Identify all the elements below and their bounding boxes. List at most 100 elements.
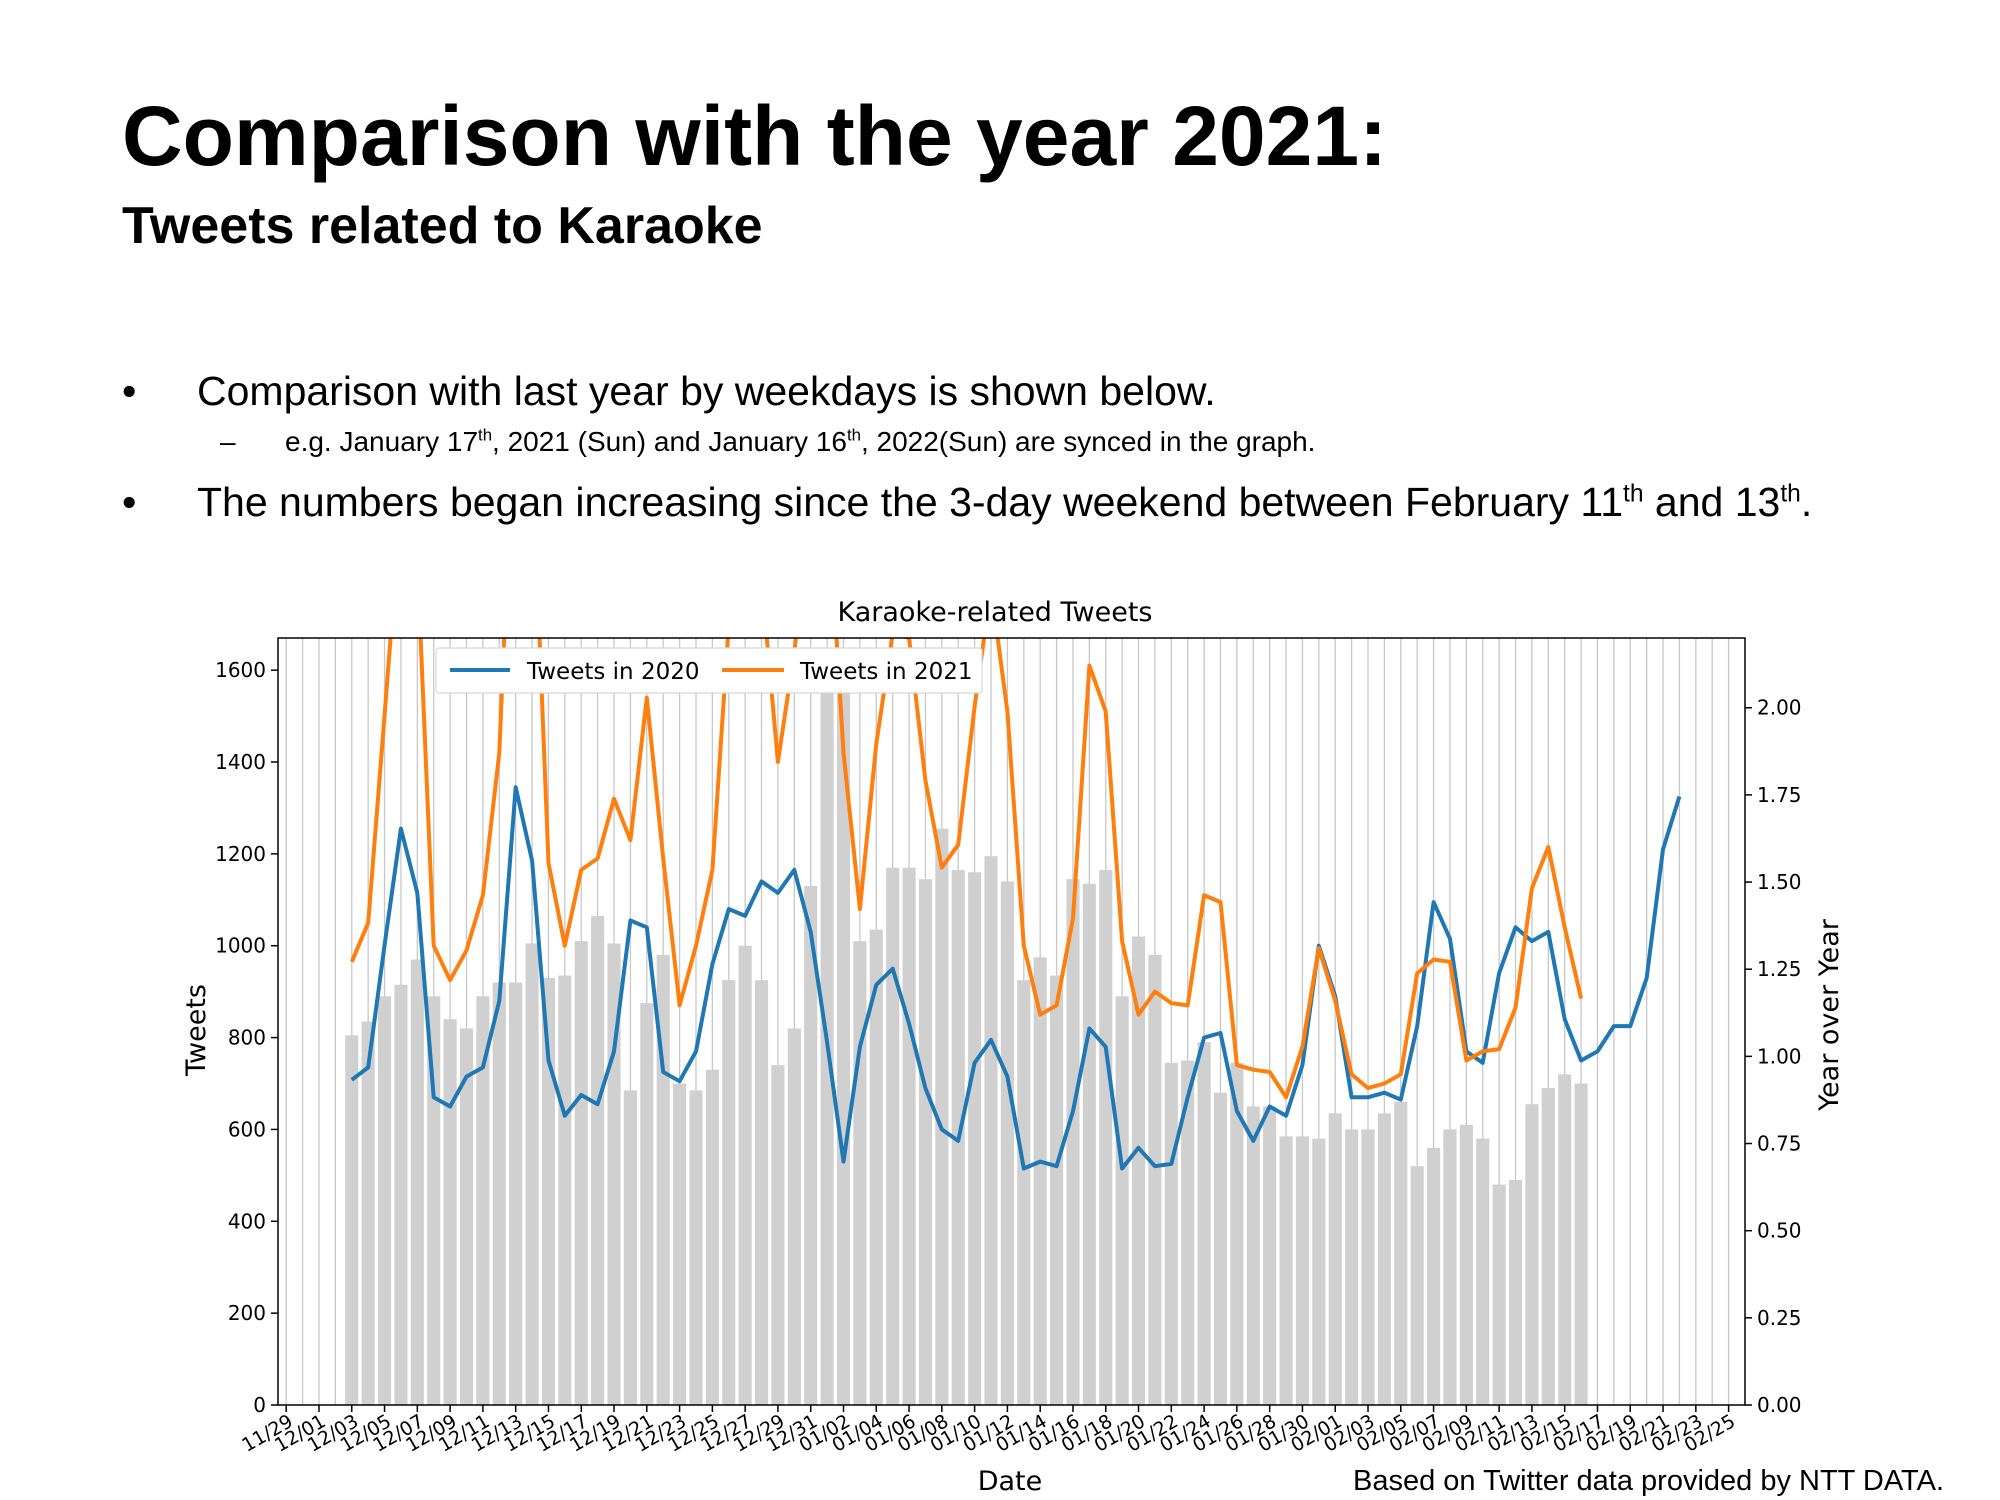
legend-label-2021: Tweets in 2021 bbox=[799, 659, 972, 685]
yoy-bar bbox=[804, 886, 818, 1405]
bullet-2-text-2: and 13 bbox=[1643, 479, 1781, 525]
yoy-bar bbox=[1246, 1106, 1260, 1405]
yoy-bar bbox=[459, 1028, 474, 1405]
yoy-bar bbox=[394, 984, 408, 1405]
yoy-bar bbox=[771, 1065, 785, 1405]
yoy-bar bbox=[1328, 1113, 1342, 1405]
y-tick-label: 1400 bbox=[215, 750, 266, 774]
yoy-bar bbox=[673, 1083, 687, 1405]
page-title: Comparison with the year 2021: bbox=[122, 89, 1388, 183]
yoy-bar bbox=[443, 1019, 457, 1405]
yoy-bar bbox=[1312, 1138, 1326, 1405]
yoy-bar bbox=[509, 982, 523, 1405]
page-subtitle: Tweets related to Karaoke bbox=[122, 197, 763, 255]
yoy-bar bbox=[377, 996, 392, 1405]
y2-tick-label: 1.75 bbox=[1757, 783, 1802, 807]
yoy-bar bbox=[722, 980, 736, 1405]
yoy-bar bbox=[1377, 1113, 1391, 1405]
yoy-bar bbox=[754, 980, 769, 1405]
sub-bullet-part-1: e.g. January 17 bbox=[285, 426, 479, 457]
left-y-axis: 0 200 400 600 800 1000 1200 1400 1600 bbox=[215, 658, 278, 1417]
yoy-bar bbox=[1115, 996, 1129, 1405]
yoy-bar bbox=[705, 1069, 719, 1405]
y-tick-label: 1600 bbox=[215, 658, 266, 682]
yoy-bar bbox=[591, 915, 605, 1405]
yoy-bar bbox=[1066, 879, 1080, 1405]
yoy-bar bbox=[1181, 1060, 1195, 1405]
y-tick-label: 800 bbox=[228, 1026, 266, 1050]
yoy-bar bbox=[935, 828, 949, 1405]
y2-tick-label: 0.50 bbox=[1757, 1219, 1802, 1243]
yoy-bar bbox=[1295, 1136, 1309, 1405]
yoy-bar bbox=[476, 996, 490, 1405]
y-tick-label: 1000 bbox=[215, 934, 266, 958]
yoy-bar bbox=[1459, 1124, 1473, 1405]
yoy-bar bbox=[361, 1021, 375, 1405]
y-tick-label: 600 bbox=[228, 1117, 266, 1141]
series-line-2021 bbox=[349, 638, 1584, 1100]
bullet-2-sup-1: th bbox=[1623, 480, 1644, 508]
yoy-bar bbox=[1263, 1106, 1277, 1405]
right-y-axis: 0.00 0.25 0.50 0.75 1.00 1.25 1.50 1.75 2.00 bbox=[1745, 696, 1802, 1417]
bullet-dot: • bbox=[122, 479, 137, 525]
yoy-bar bbox=[984, 856, 998, 1405]
y-axis-label: Tweets bbox=[181, 984, 212, 1077]
yoy-bar bbox=[492, 982, 506, 1405]
bullet-dot: • bbox=[122, 368, 137, 414]
y-tick-label: 200 bbox=[228, 1301, 266, 1325]
chart-title: Karaoke-related Tweets bbox=[837, 597, 1152, 628]
yoy-bar bbox=[1345, 1129, 1359, 1405]
yoy-bar bbox=[1131, 936, 1146, 1405]
yoy-bar bbox=[1230, 1062, 1244, 1405]
yoy-bar bbox=[558, 975, 572, 1405]
yoy-bar bbox=[1476, 1138, 1490, 1405]
y2-tick-label: 0.00 bbox=[1757, 1393, 1802, 1417]
yoy-bar bbox=[1164, 1062, 1178, 1405]
yoy-bar bbox=[1099, 869, 1113, 1405]
bullet-2-text-3: . bbox=[1800, 479, 1813, 525]
yoy-bar bbox=[1394, 1101, 1408, 1405]
yoy-bar bbox=[1197, 1042, 1211, 1405]
yoy-bar bbox=[1508, 1179, 1523, 1405]
legend-box bbox=[435, 647, 983, 694]
source-footnote: Based on Twitter data provided by NTT DA… bbox=[1353, 1465, 1945, 1497]
sub-bullet-sup-1: th bbox=[478, 425, 493, 445]
yoy-bar bbox=[656, 954, 670, 1405]
plot-frame bbox=[277, 637, 1746, 1406]
y2-axis-label: Year over Year bbox=[1814, 918, 1845, 1112]
yoy-bar bbox=[1017, 980, 1031, 1405]
yoy-bar bbox=[345, 1035, 359, 1405]
legend-label-2020: Tweets in 2020 bbox=[526, 659, 699, 685]
x-axis-label: Date bbox=[978, 1466, 1043, 1497]
yoy-bar bbox=[574, 941, 588, 1405]
yoy-bar bbox=[623, 1090, 637, 1405]
bullet-1-text: Comparison with last year by weekdays is… bbox=[197, 368, 1216, 414]
yoy-bar bbox=[1410, 1166, 1424, 1405]
yoy-bar bbox=[410, 959, 424, 1405]
bullet-2-sup-2: th bbox=[1780, 480, 1801, 508]
dash-marker: – bbox=[220, 426, 236, 457]
yoy-bar bbox=[1541, 1088, 1555, 1405]
y2-tick-label: 1.00 bbox=[1757, 1044, 1802, 1068]
y-tick-label: 0 bbox=[253, 1393, 266, 1417]
bullet-2-text-1: The numbers began increasing since the 3… bbox=[197, 479, 1623, 525]
yoy-bar bbox=[918, 879, 933, 1405]
yoy-bar bbox=[1082, 883, 1096, 1405]
y-tick-label: 1200 bbox=[215, 842, 266, 866]
legend: Tweets in 2020 Tweets in 2021 bbox=[435, 647, 983, 694]
yoy-bar bbox=[1574, 1083, 1588, 1405]
series-lines bbox=[349, 638, 1682, 1171]
yoy-bar bbox=[689, 1090, 703, 1405]
bullet-2: • The numbers began increasing since the… bbox=[122, 476, 1862, 529]
series-line-2020 bbox=[350, 785, 1682, 1171]
sub-bullet-part-2: , 2021 (Sun) and January 16 bbox=[492, 426, 847, 457]
yoy-bar bbox=[968, 872, 982, 1405]
sub-bullet: – e.g. January 17th, 2021 (Sun) and Janu… bbox=[220, 426, 1315, 458]
sub-bullet-sup-2: th bbox=[846, 425, 861, 445]
yoy-bar bbox=[1443, 1129, 1457, 1405]
yoy-bar bbox=[1361, 1129, 1375, 1405]
yoy-bar bbox=[902, 867, 916, 1405]
bullet-1: • Comparison with last year by weekdays … bbox=[122, 365, 1216, 418]
yoy-bar bbox=[1279, 1136, 1293, 1405]
yoy-bar bbox=[541, 977, 556, 1405]
